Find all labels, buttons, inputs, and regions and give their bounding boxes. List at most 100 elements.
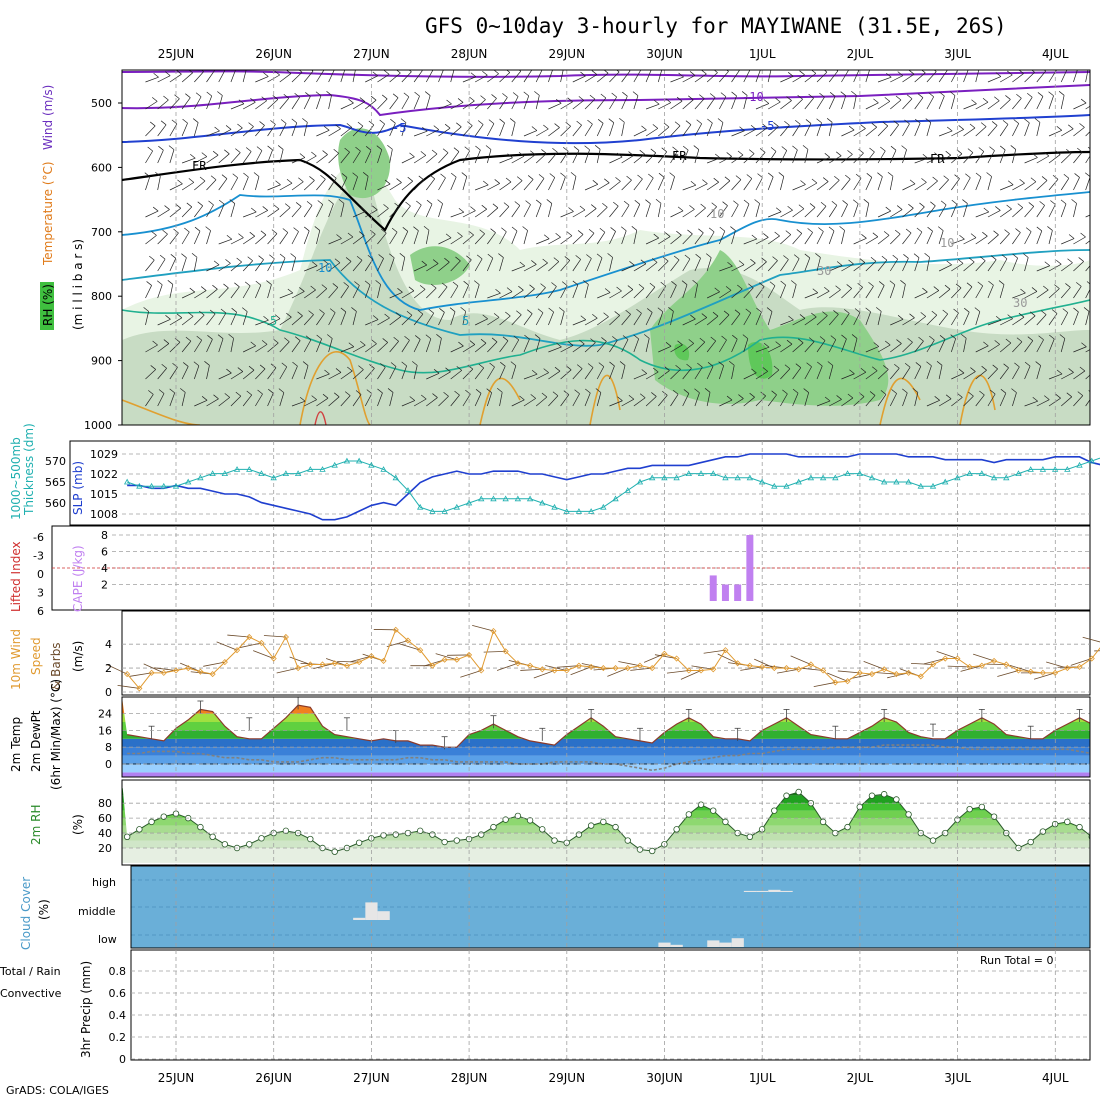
wind-barb-flag [836, 151, 842, 157]
wind-barb-flag [799, 314, 806, 319]
wind-barb [218, 287, 229, 299]
wind-barb-flag [946, 126, 953, 132]
wind-barb-flag [221, 174, 228, 179]
wind-barb-flag [560, 172, 566, 178]
rh2m-marker [600, 818, 607, 826]
wind-barb [1036, 205, 1045, 218]
wind-barb [706, 97, 716, 110]
wind-barb-flag [587, 119, 593, 125]
wind-barb [975, 285, 984, 299]
wind-barb [560, 285, 568, 299]
wind-barb [1060, 396, 1073, 407]
wind-barb [682, 209, 695, 218]
wind-barb-flag [824, 153, 831, 158]
wind-barb [425, 312, 435, 326]
wind-barb-flag [1054, 150, 1061, 155]
wind-barb [706, 340, 717, 353]
wind-barb-flag [797, 95, 803, 100]
wind-barb-flag [819, 92, 825, 98]
wind-barb-flag [183, 362, 189, 367]
wind-barb [767, 70, 772, 83]
wind-barb [731, 70, 740, 83]
wind10m-barb [680, 670, 702, 680]
wind-barb [511, 265, 525, 272]
wind-barb-flag [543, 234, 550, 240]
wind-barb-flag [969, 257, 975, 263]
wind-barb-flag [345, 257, 352, 262]
wind-barb [316, 397, 329, 407]
wind-barb-flag [790, 280, 797, 285]
wind-barb [792, 124, 801, 137]
wind-barb-flag [485, 145, 492, 150]
wind-barb [621, 155, 634, 164]
wind-barb-flag [481, 204, 487, 210]
wind10m-marker [954, 655, 961, 662]
wind-barb [218, 263, 231, 272]
wind-barb-flag [1016, 337, 1023, 343]
wind-barb [426, 153, 438, 164]
wind-barb-flag [1054, 284, 1060, 289]
wind-barb [523, 204, 531, 218]
wind-barb-flag [884, 97, 891, 102]
wind-barb-flag [170, 254, 177, 259]
wind-barb-flag [975, 172, 982, 178]
wind-barb-flag [465, 389, 471, 395]
rh2m-marker [490, 823, 497, 831]
wind-barb [987, 76, 1001, 83]
wind-barb-flag [176, 70, 182, 75]
wind-barb [267, 149, 273, 164]
rh2m-marker [1027, 838, 1034, 846]
wind-barb [987, 125, 998, 137]
wind10m-barb [703, 649, 726, 654]
wind-barb [999, 124, 1009, 137]
wind10m-marker [697, 667, 705, 674]
wind-barb-flag [299, 153, 306, 158]
wind-barb-flag [920, 312, 926, 317]
wind-barb [877, 369, 889, 380]
temperature-contour [122, 84, 1090, 117]
wind-barb-flag [775, 97, 781, 103]
wind-barb-flag [450, 172, 457, 178]
thickness-marker [258, 470, 265, 476]
wind-barb [584, 74, 598, 83]
wind-barb [987, 234, 999, 245]
wind-barb-flag [1092, 232, 1097, 236]
wind-barb-flag [1029, 311, 1036, 317]
thickness-marker [368, 461, 375, 468]
wind-barb [413, 230, 419, 245]
wind-barb-flag [578, 96, 585, 101]
wind-barb [987, 100, 1000, 110]
wind-barb [157, 284, 163, 299]
wind-barb [645, 203, 651, 218]
wind10m-barb [936, 650, 958, 659]
wind-barb-flag [436, 334, 442, 339]
thickness-marker [697, 470, 705, 476]
wind-barb [1024, 315, 1036, 326]
wind-barb [242, 235, 255, 245]
wind-barb [743, 203, 750, 218]
wind-barb-flag [914, 118, 921, 124]
wind-barb [792, 318, 806, 326]
wind-barb-flag [186, 202, 193, 208]
wind-barb-flag [685, 120, 692, 125]
wind-barb [877, 311, 882, 326]
wind-barb [425, 230, 430, 245]
wind-barb-flag [836, 395, 842, 400]
wind-barb [1061, 128, 1074, 137]
wind-barb-flag [158, 389, 165, 394]
wind-barb [1073, 203, 1077, 218]
wind-barb [352, 210, 366, 218]
wind-barb-flag [735, 175, 742, 180]
wind-barb [206, 179, 217, 191]
wind-barb-flag [612, 336, 618, 341]
wind-barb-flag [160, 120, 167, 126]
wind10m-tick: 2 [105, 662, 112, 675]
thickness-marker [868, 474, 876, 481]
wind-barb [938, 70, 948, 83]
wind-barb [438, 338, 442, 353]
wind-barb-flag [567, 341, 574, 346]
wind-barb-flag [713, 177, 719, 183]
temp2m-label-2: 2m DewPt [29, 710, 43, 772]
wind-barb [682, 99, 694, 110]
